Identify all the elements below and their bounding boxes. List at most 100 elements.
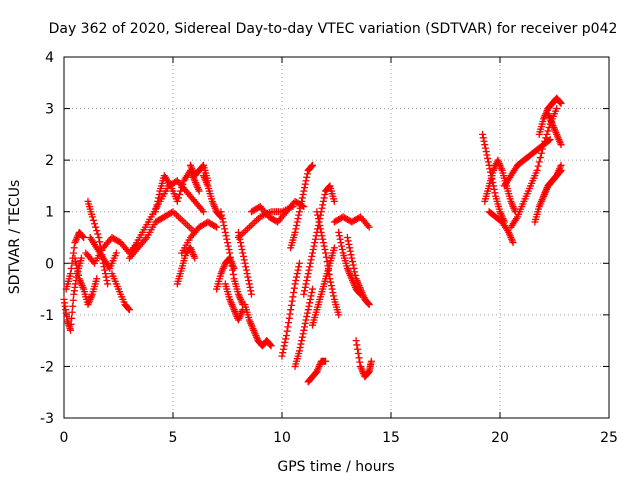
data-point (535, 158, 543, 166)
data-point (346, 244, 354, 252)
data-point (557, 166, 565, 174)
data-point (293, 270, 301, 278)
data-point (295, 263, 303, 271)
data-point (295, 347, 303, 355)
y-tick-label: -2 (40, 359, 54, 375)
data-point (93, 275, 101, 283)
data-point (319, 235, 327, 243)
data-point (285, 314, 293, 322)
data-point (152, 208, 160, 216)
series-track-07 (108, 270, 133, 314)
data-point (307, 292, 315, 300)
data-point (322, 253, 330, 261)
data-point (237, 242, 245, 250)
data-point (223, 235, 231, 243)
data-point (72, 261, 80, 269)
data-point (296, 204, 304, 212)
y-tick-label: 2 (45, 153, 54, 169)
series-track-29 (330, 213, 373, 231)
data-point (313, 208, 321, 216)
data-point (537, 149, 545, 157)
data-point (94, 230, 102, 238)
data-point (534, 162, 542, 170)
data-point (557, 141, 565, 149)
data-point (286, 310, 294, 318)
data-point (218, 211, 226, 219)
data-point (556, 99, 564, 107)
series-track-35 (485, 208, 517, 247)
series-track-03 (71, 254, 101, 309)
data-point (293, 218, 301, 226)
data-point (301, 180, 309, 188)
data-point (542, 134, 550, 142)
data-point (152, 204, 160, 212)
data-point (125, 305, 133, 313)
data-point (284, 323, 292, 331)
data-point (70, 244, 78, 252)
data-point (266, 341, 274, 349)
data-point (73, 264, 81, 272)
data-point (482, 148, 490, 156)
data-point (303, 276, 311, 284)
data-point (179, 180, 187, 188)
data-point (238, 246, 246, 254)
data-point (293, 221, 301, 229)
data-point (323, 258, 331, 266)
series-track-02 (62, 228, 88, 293)
data-point (309, 285, 317, 293)
data-point (484, 154, 492, 162)
data-point (112, 249, 120, 257)
data-point (306, 259, 314, 267)
data-point (95, 234, 103, 241)
data-point (553, 105, 561, 113)
data-point (77, 254, 85, 262)
series-track-22 (278, 259, 303, 360)
data-point (319, 201, 327, 209)
data-point (293, 273, 301, 281)
y-tick-label: 3 (45, 102, 54, 118)
data-point (88, 213, 96, 221)
data-point (345, 240, 353, 248)
data-point (330, 197, 338, 205)
data-point (301, 283, 309, 291)
data-point (320, 242, 328, 250)
data-point (303, 170, 311, 178)
data-point (282, 331, 290, 339)
data-point (479, 134, 487, 142)
data-point (287, 306, 295, 314)
data-point (485, 161, 493, 169)
data-point (74, 268, 82, 276)
data-point (350, 264, 358, 272)
data-point (348, 254, 356, 262)
series-track-24 (291, 285, 317, 370)
data-point (217, 208, 225, 216)
y-tick-label: 0 (45, 256, 54, 272)
data-point (75, 271, 83, 279)
series-track-18 (234, 228, 255, 298)
data-point (481, 144, 489, 152)
data-point (307, 256, 315, 264)
data-point (278, 352, 286, 360)
data-point (221, 228, 229, 236)
data-point (354, 345, 362, 353)
data-point (356, 358, 364, 366)
data-point (290, 284, 298, 292)
data-point (338, 246, 346, 254)
data-point (153, 201, 161, 209)
data-point (353, 341, 361, 349)
data-point (309, 249, 317, 257)
y-tick-labels: -3 -2 -1 0 1 2 3 4 (40, 50, 54, 427)
data-point (79, 233, 87, 241)
data-point (335, 311, 343, 319)
data-point (101, 266, 109, 274)
data-point (483, 151, 491, 159)
x-tick-label: 25 (600, 430, 618, 446)
data-point (67, 326, 75, 334)
data-point (302, 316, 310, 324)
data-point (242, 263, 250, 271)
plot-frame (63, 56, 610, 419)
data-point (154, 197, 162, 205)
data-point (295, 208, 303, 216)
data-point (178, 184, 186, 192)
